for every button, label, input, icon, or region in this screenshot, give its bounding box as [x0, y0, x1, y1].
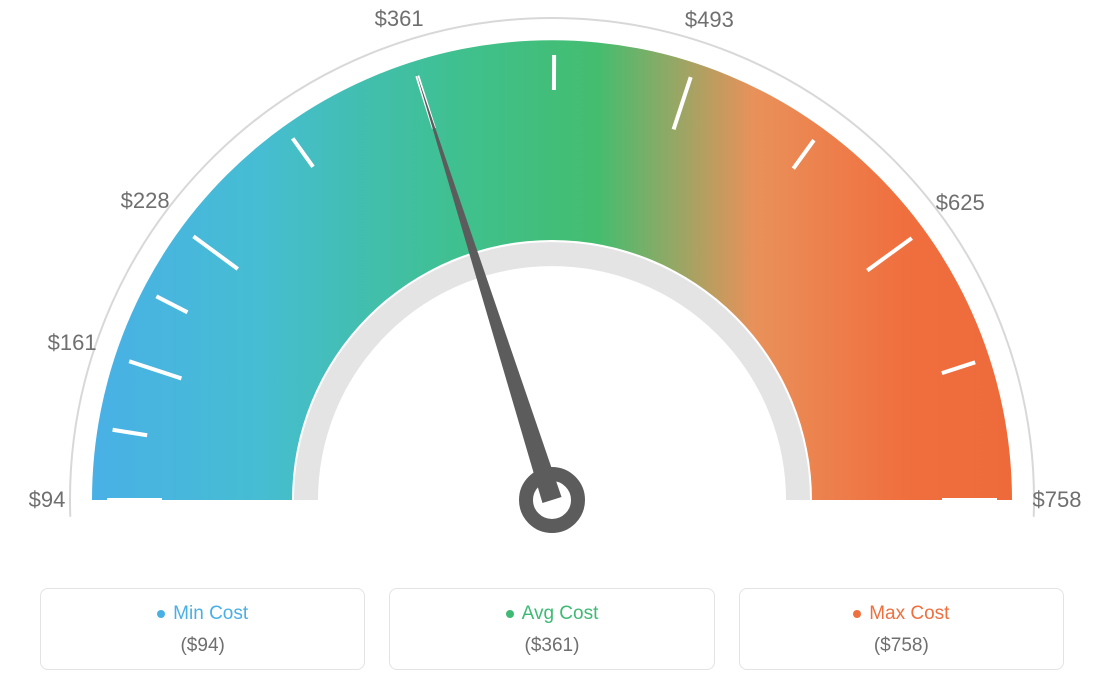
- legend-title-min: Min Cost: [157, 603, 248, 625]
- dot-icon: [157, 610, 165, 618]
- legend-title-avg: Avg Cost: [506, 603, 599, 625]
- gauge-tick-label: $493: [685, 7, 734, 33]
- gauge-tick-label: $228: [121, 188, 170, 214]
- legend-label: Max Cost: [869, 603, 949, 625]
- legend-card-avg: Avg Cost ($361): [389, 588, 714, 670]
- gauge-tick-label: $161: [48, 330, 97, 356]
- legend-value-min: ($94): [51, 635, 354, 657]
- legend-value-avg: ($361): [400, 635, 703, 657]
- legend-card-min: Min Cost ($94): [40, 588, 365, 670]
- legend-value-max: ($758): [750, 635, 1053, 657]
- legend-label: Min Cost: [173, 603, 248, 625]
- gauge-svg: [0, 0, 1104, 560]
- cost-gauge: $94 $161 $228 $361 $493 $625 $758: [0, 0, 1104, 560]
- legend-label: Avg Cost: [522, 603, 599, 625]
- gauge-tick-label: $94: [29, 487, 66, 513]
- legend-card-max: Max Cost ($758): [739, 588, 1064, 670]
- legend-row: Min Cost ($94) Avg Cost ($361) Max Cost …: [40, 588, 1064, 670]
- gauge-tick-label: $758: [1033, 487, 1082, 513]
- gauge-tick-label: $625: [936, 190, 985, 216]
- legend-title-max: Max Cost: [853, 603, 949, 625]
- dot-icon: [506, 610, 514, 618]
- dot-icon: [853, 610, 861, 618]
- gauge-tick-label: $361: [375, 6, 424, 32]
